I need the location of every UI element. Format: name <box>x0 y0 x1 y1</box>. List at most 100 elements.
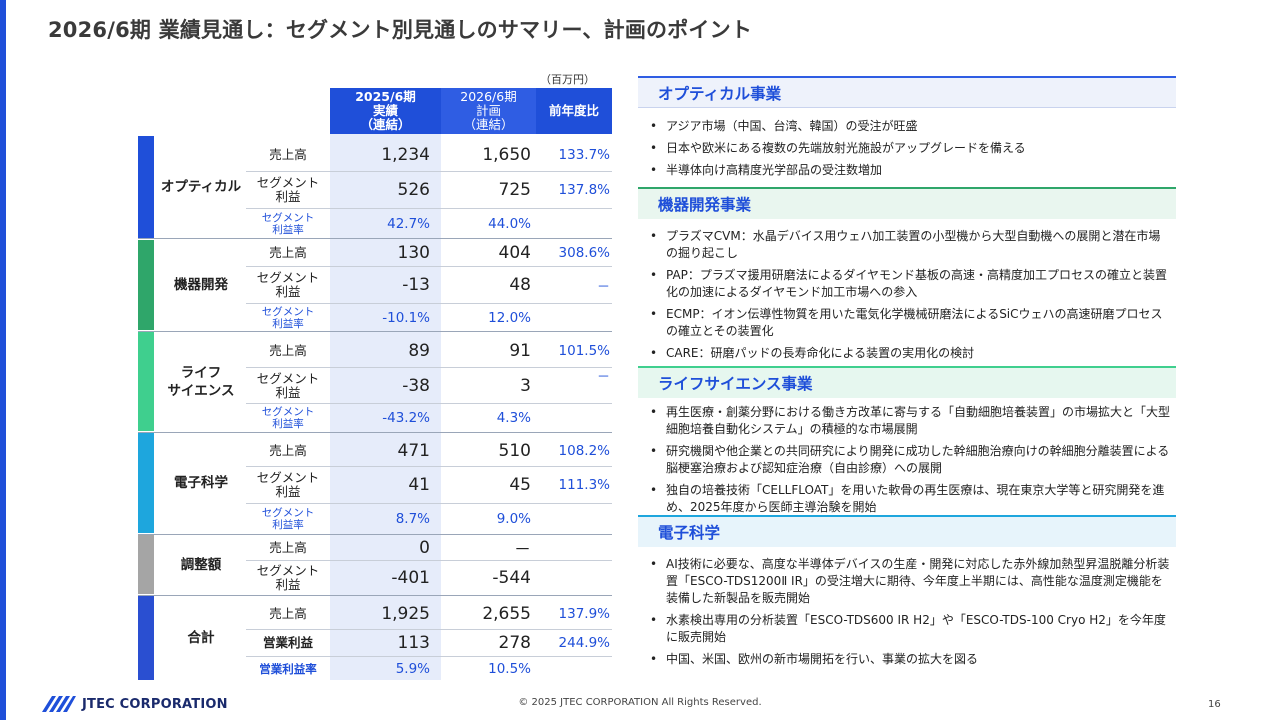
electron-sales-actual: 471 <box>397 440 430 461</box>
actual-column-shade <box>330 134 441 680</box>
life-profit-actual: -38 <box>402 375 430 396</box>
list-item: 中国、米国、欧州の新市場開拓を行い、事業の拡大を図る <box>650 651 1170 668</box>
section-title-electron: 電子科学 <box>638 515 1176 547</box>
company-logo: JTEC CORPORATION <box>42 696 228 712</box>
page-number: 16 <box>1208 699 1221 710</box>
row-label-seg-profit: セグメント 利益 <box>256 270 320 299</box>
segment-separator <box>138 238 612 239</box>
segment-name-life: ライフ サイエンス <box>167 364 235 399</box>
life-sales-plan: 91 <box>509 340 531 361</box>
row-label-seg-rate: セグメント 利益率 <box>261 305 315 330</box>
row-separator <box>246 466 612 467</box>
list-item: 日本や欧米にある複数の先端放射光施設がアップグレードを備える <box>650 140 1170 157</box>
adjust-profit-actual: -401 <box>391 568 430 588</box>
jtec-logo-icon <box>42 696 76 712</box>
life-sales-yoy: 101.5% <box>558 342 610 359</box>
equipment-profit-plan: 48 <box>509 275 531 295</box>
row-separator <box>246 403 612 404</box>
total-oprate-actual: 5.9% <box>395 660 430 677</box>
segment-name-electron: 電子科学 <box>174 475 228 491</box>
row-label-seg-profit: セグメント 利益 <box>256 563 320 592</box>
total-sales-yoy: 137.9% <box>558 605 610 622</box>
electron-rate-plan: 9.0% <box>496 510 531 527</box>
optical-profit-yoy: 137.8% <box>558 182 610 198</box>
optical-profit-plan: 725 <box>498 180 531 200</box>
list-item: 研究機関や他企業との共同研究により開発に成功した幹細胞治療向けの幹細胞分離装置に… <box>650 443 1170 477</box>
total-op-plan: 278 <box>498 633 531 653</box>
row-separator <box>246 171 612 172</box>
company-name: JTEC CORPORATION <box>82 696 228 712</box>
optical-sales-plan: 1,650 <box>482 145 531 165</box>
adjust-sales-actual: 0 <box>419 537 430 558</box>
segment-name-adjust: 調整額 <box>180 556 222 573</box>
equipment-rate-plan: 12.0% <box>488 309 531 326</box>
segment-bar-optical <box>138 136 154 238</box>
section-title-equipment: 機器開発事業 <box>638 187 1176 219</box>
life-bullets: 再生医療・創薬分野における働き方改革に寄与する「自動細胞培養装置」の市場拡大と「… <box>650 404 1170 521</box>
row-label-op-rate: 営業利益率 <box>259 661 317 676</box>
row-label-sales: 売上高 <box>269 245 307 260</box>
adjust-profit-plan: -544 <box>492 568 531 588</box>
section-title-optical: オプティカル事業 <box>638 76 1176 108</box>
row-separator <box>246 208 612 209</box>
segment-name-equipment: 機器開発 <box>174 277 228 293</box>
optical-profit-actual: 526 <box>397 180 430 200</box>
left-accent-bar <box>0 0 6 720</box>
equipment-bullets: プラズマCVM：水晶デバイス用ウェハ加工装置の小型機から大型自動機への展開と潜在… <box>650 228 1170 367</box>
segment-separator <box>138 432 612 433</box>
electron-profit-actual: 41 <box>408 475 430 495</box>
equipment-profit-actual: -13 <box>402 275 430 295</box>
row-separator <box>246 629 612 630</box>
row-separator <box>246 503 612 504</box>
row-label-seg-profit: セグメント 利益 <box>256 470 320 499</box>
segment-bar-equipment <box>138 240 154 330</box>
list-item: 水素検出専用の分析装置「ESCO-TDS600 IR H2」や「ESCO-TDS… <box>650 612 1170 646</box>
list-item: 独自の培養技術「CELLFLOAT」を用いた軟骨の再生医療は、現在東京大学等と研… <box>650 482 1170 516</box>
row-label-sales: 売上高 <box>269 342 307 358</box>
life-profit-plan: 3 <box>520 375 531 396</box>
col-header-actual: 2025/6期 実績 （連結） <box>330 88 441 134</box>
list-item: AI技術に必要な、高度な半導体デバイスの生産・開発に対応した赤外線加熱型昇温脱離… <box>650 556 1170 607</box>
row-label-seg-rate: セグメント 利益率 <box>261 506 315 531</box>
electron-rate-actual: 8.7% <box>395 510 430 527</box>
electron-profit-plan: 45 <box>509 475 531 495</box>
electron-sales-plan: 510 <box>498 440 531 461</box>
electron-sales-yoy: 108.2% <box>558 442 610 459</box>
segment-name-total: 合計 <box>187 630 215 646</box>
row-label-op-profit: 営業利益 <box>262 635 313 650</box>
life-sales-actual: 89 <box>408 340 430 361</box>
list-item: PAP：プラズマ援用研磨法によるダイヤモンド基板の高速・高精度加工プロセスの確立… <box>650 267 1170 301</box>
row-separator <box>246 560 612 561</box>
optical-bullets: アジア市場（中国、台湾、韓国）の受注が旺盛 日本や欧米にある複数の先端放射光施設… <box>650 118 1170 184</box>
optical-rate-actual: 42.7% <box>387 215 430 232</box>
segment-bar-electron <box>138 433 154 533</box>
total-op-yoy: 244.9% <box>558 635 610 651</box>
unit-note: （百万円） <box>540 73 595 86</box>
electron-bullets: AI技術に必要な、高度な半導体デバイスの生産・開発に対応した赤外線加熱型昇温脱離… <box>650 556 1170 673</box>
col-header-yoy: 前年度比 <box>536 88 612 134</box>
segment-separator <box>138 534 612 535</box>
equipment-rate-actual: -10.1% <box>382 309 430 326</box>
equipment-sales-actual: 130 <box>397 243 430 263</box>
segment-name-optical: オプティカル <box>160 179 242 195</box>
optical-sales-actual: 1,234 <box>381 145 430 165</box>
segment-bar-total <box>138 596 154 680</box>
row-label-sales: 売上高 <box>269 442 307 458</box>
total-sales-plan: 2,655 <box>482 603 531 624</box>
row-separator <box>246 303 612 304</box>
electron-profit-yoy: 111.3% <box>558 477 610 493</box>
row-label-sales: 売上高 <box>269 539 307 555</box>
segment-bar-life <box>138 332 154 431</box>
list-item: アジア市場（中国、台湾、韓国）の受注が旺盛 <box>650 118 1170 135</box>
row-label-sales: 売上高 <box>269 605 307 621</box>
optical-sales-yoy: 133.7% <box>558 147 610 163</box>
total-sales-actual: 1,925 <box>381 603 430 624</box>
page-title: 2026/6期 業績見通し：セグメント別見通しのサマリー、計画のポイント <box>48 18 753 42</box>
equipment-sales-yoy: 308.6% <box>558 245 610 261</box>
copyright: © 2025 JTEC CORPORATION All Rights Reser… <box>518 697 762 708</box>
total-op-actual: 113 <box>397 633 430 653</box>
life-rate-actual: -43.2% <box>382 410 430 426</box>
row-separator <box>246 367 612 368</box>
equipment-profit-yoy: － <box>596 279 610 295</box>
row-separator <box>246 656 612 657</box>
